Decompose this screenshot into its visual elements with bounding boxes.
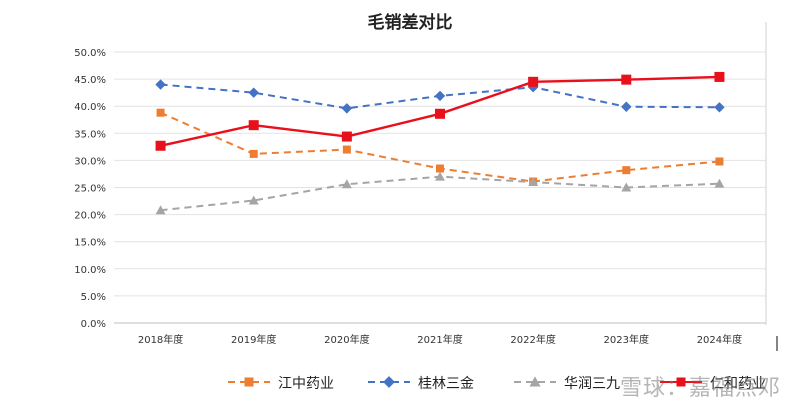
data-point <box>156 108 165 117</box>
y-tick-label: 45.0% <box>74 75 106 86</box>
y-tick-label: 10.0% <box>74 265 106 276</box>
legend-label: 江中药业 <box>278 376 334 392</box>
series-layer <box>155 71 725 215</box>
data-point <box>155 140 166 151</box>
data-point <box>621 182 632 192</box>
x-tick-label: 2020年度 <box>324 333 369 346</box>
legend-item: 仁和药业 <box>660 376 766 392</box>
x-axis: 2018年度 2019年度 2020年度 2021年度 2022年度 2023年度 2024… <box>138 333 742 346</box>
x-tick-label: 2019年度 <box>231 333 276 346</box>
data-point <box>244 377 254 387</box>
y-tick-label: 5.0% <box>81 292 106 303</box>
data-point <box>249 149 258 158</box>
legend-item: 华润三九 <box>514 376 620 392</box>
series-桂林三金 <box>155 79 725 114</box>
x-tick-label: 2022年度 <box>510 333 555 346</box>
series-仁和药业 <box>155 71 725 151</box>
x-tick-label: 2024年度 <box>697 333 742 346</box>
y-tick-label: 50.0% <box>74 48 106 59</box>
data-point <box>248 195 259 205</box>
legend-item: 桂林三金 <box>368 376 474 392</box>
y-tick-label: 40.0% <box>74 102 106 113</box>
data-point <box>622 166 631 175</box>
data-point <box>435 108 445 119</box>
chart-title: 毛销差对比 <box>368 12 453 33</box>
x-tick-label: 2018年度 <box>138 333 183 346</box>
legend-label: 华润三九 <box>564 376 620 392</box>
data-point <box>714 71 725 82</box>
data-point <box>155 205 166 215</box>
data-point <box>527 82 539 93</box>
y-tick-label: 30.0% <box>74 156 106 167</box>
x-tick-label: 2023年度 <box>604 333 649 346</box>
data-point <box>676 377 686 387</box>
data-point <box>248 120 259 131</box>
data-point <box>248 87 259 98</box>
y-axis: 0.0% 5.0% 10.0% 15.0% 20.0% 25.0% 30.0% 35.0% 40… <box>74 48 106 330</box>
data-point <box>341 179 352 189</box>
data-point <box>435 171 445 181</box>
data-point <box>528 76 539 87</box>
data-point <box>621 74 632 85</box>
watermark: 雪球：嘉福点邓 <box>620 376 782 401</box>
y-tick-label: 35.0% <box>74 129 106 140</box>
legend-item: 江中药业 <box>228 376 334 392</box>
y-tick-label: 15.0% <box>74 238 106 249</box>
legend-label: 仁和药业 <box>710 376 766 392</box>
data-point <box>715 157 724 166</box>
data-point <box>383 376 395 388</box>
data-point <box>434 90 446 102</box>
x-tick-label: 2021年度 <box>417 333 462 346</box>
data-point <box>714 102 725 113</box>
data-point <box>341 131 352 142</box>
data-point <box>341 103 353 114</box>
series-华润三九 <box>155 171 725 215</box>
data-point <box>436 164 444 173</box>
data-point <box>155 79 166 90</box>
y-tick-label: 25.0% <box>74 184 106 195</box>
legend: 江中药业 桂林三金 华润三九 仁和药业 <box>228 376 766 392</box>
data-point <box>529 376 541 387</box>
data-point <box>714 178 725 188</box>
data-point <box>621 101 632 112</box>
data-point <box>528 177 539 187</box>
data-point <box>342 145 351 154</box>
y-tick-label: 0.0% <box>81 319 106 330</box>
y-tick-label: 20.0% <box>74 211 106 222</box>
legend-label: 桂林三金 <box>418 376 474 392</box>
series-line <box>160 175 720 212</box>
